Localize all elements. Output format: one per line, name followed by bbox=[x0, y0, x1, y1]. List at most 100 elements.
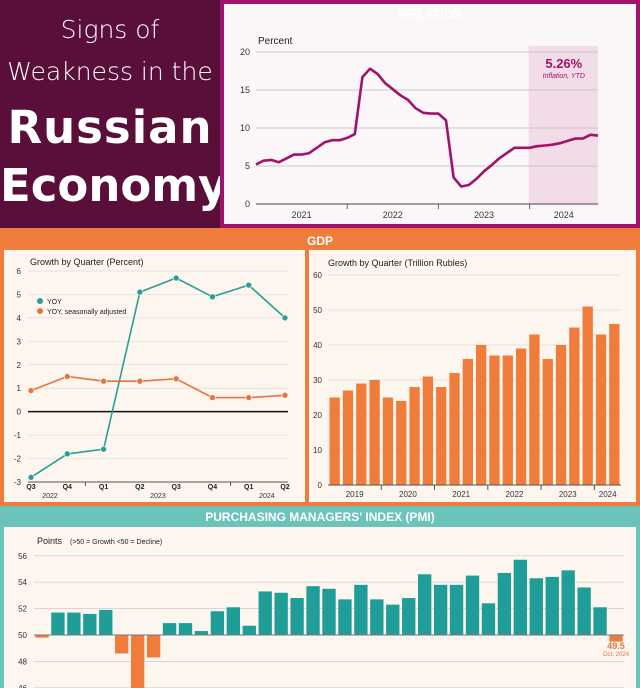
gdp-left-year-label: 2022 bbox=[42, 493, 58, 500]
gdp-right-ylabel: Growth by Quarter (Trillion Rubles) bbox=[328, 258, 467, 268]
gdp-rubles-chart: Growth by Quarter (Trillion Rubles) 0 10 20… bbox=[313, 258, 621, 499]
pmi-bar bbox=[115, 635, 129, 654]
gdp-right-xtick-label: 2023 bbox=[559, 490, 577, 499]
pmi-bar bbox=[609, 635, 623, 642]
gdp-right-bar bbox=[422, 376, 434, 485]
gdp-left-xtick-label: Q3 bbox=[26, 484, 35, 491]
pmi-bar bbox=[51, 612, 65, 635]
inflation-ytick-label: 0 bbox=[245, 199, 250, 209]
pmi-header: PURCHASING MANAGERS' INDEX (PMI) bbox=[205, 510, 435, 524]
title-line-4: Economy bbox=[0, 159, 228, 212]
gdp-right-ytick-label: 20 bbox=[313, 411, 322, 420]
pmi-bar bbox=[178, 623, 193, 635]
pmi-bar bbox=[481, 603, 496, 635]
gdp-right-bar bbox=[356, 383, 367, 485]
gdp-left-point bbox=[63, 450, 71, 458]
gdp-right-xtick-label: 2024 bbox=[599, 490, 617, 499]
gdp-left-point bbox=[136, 288, 144, 296]
gdp-left-point bbox=[209, 293, 216, 301]
gdp-right-xtick-label: 2021 bbox=[452, 490, 470, 499]
title-line-2: Weakness in the bbox=[7, 57, 213, 86]
gdp-left-legend-marker bbox=[37, 298, 43, 304]
inflation-ytick-label: 20 bbox=[240, 47, 250, 57]
gdp-right-ytick-label: 10 bbox=[313, 446, 322, 455]
pmi-bar bbox=[67, 612, 81, 635]
pmi-ylabel-note: (>50 = Growth <50 = Decline) bbox=[70, 539, 162, 546]
gdp-right-bar bbox=[409, 387, 420, 485]
gdp-left-xtick-label: Q4 bbox=[63, 484, 72, 491]
inflation-xtick-label: 2021 bbox=[292, 210, 312, 220]
pmi-bar bbox=[561, 570, 575, 635]
pmi-bar bbox=[306, 586, 320, 635]
gdp-yoy-chart: Growth by Quarter (Percent) -3 -2 -1 0 1 2 3 4 5 6… bbox=[14, 257, 290, 500]
gdp-left-legend-label: YOY bbox=[47, 299, 62, 306]
pmi-bar bbox=[593, 607, 607, 635]
gdp-right-bar bbox=[555, 345, 567, 485]
gdp-left-point bbox=[100, 377, 107, 385]
pmi-bar bbox=[194, 631, 209, 635]
gdp-left-year-label: 2024 bbox=[259, 493, 275, 500]
pmi-bar bbox=[433, 584, 448, 635]
gdp-right-ytick-label: 0 bbox=[318, 481, 323, 490]
gdp-left-ytick-label: -2 bbox=[14, 455, 22, 464]
gdp-right-xtick-label: 2022 bbox=[506, 490, 524, 499]
title-line-1: Signs of bbox=[60, 15, 160, 44]
gdp-left-xtick-label: Q1 bbox=[244, 484, 253, 491]
gdp-left-point bbox=[281, 314, 289, 322]
pmi-bar bbox=[354, 584, 368, 635]
inflation-header: INFLATION bbox=[398, 7, 462, 21]
gdp-left-point bbox=[245, 281, 253, 289]
pmi-last-value: 49.5 bbox=[607, 641, 625, 651]
gdp-left-ytick-label: 4 bbox=[17, 314, 22, 323]
gdp-right-bar bbox=[582, 306, 593, 485]
gdp-left-ytick-label: -3 bbox=[14, 478, 22, 487]
gdp-right-xtick-label: 2019 bbox=[346, 490, 364, 499]
gdp-left-ytick-label: 3 bbox=[17, 337, 22, 346]
inflation-xtick-label: 2023 bbox=[474, 210, 494, 220]
gdp-right-bar bbox=[529, 334, 540, 485]
pmi-bar bbox=[386, 604, 400, 635]
gdp-left-point bbox=[281, 391, 289, 399]
gdp-right-ytick-label: 30 bbox=[313, 376, 322, 385]
pmi-bar bbox=[577, 587, 591, 635]
gdp-right-bar bbox=[329, 397, 340, 485]
pmi-ytick-label: 54 bbox=[18, 578, 27, 587]
pmi-bar bbox=[35, 635, 49, 638]
pmi-ytick-label: 56 bbox=[18, 552, 27, 561]
gdp-left-point bbox=[209, 394, 216, 401]
pmi-chart: Points (>50 = Growth <50 = Decline) 46 48 50… bbox=[18, 536, 630, 688]
gdp-left-legend-marker bbox=[37, 308, 43, 314]
gdp-right-bar bbox=[396, 401, 407, 485]
pmi-bar bbox=[99, 609, 113, 635]
gdp-left-panel bbox=[4, 250, 305, 502]
gdp-left-point bbox=[245, 394, 253, 401]
gdp-left-ytick-label: 0 bbox=[17, 408, 22, 417]
gdp-left-series-line bbox=[30, 375, 286, 399]
inflation-callout-value: 5.26% bbox=[545, 56, 582, 71]
gdp-left-ylabel: Growth by Quarter (Percent) bbox=[30, 257, 144, 267]
title-panel: Signs of Weakness in the Russian Economy bbox=[0, 0, 228, 228]
pmi-bar bbox=[210, 611, 225, 635]
gdp-right-bar bbox=[476, 345, 487, 485]
pmi-bar bbox=[258, 591, 272, 635]
pmi-bar bbox=[402, 598, 416, 635]
gdp-right-bar bbox=[382, 397, 394, 485]
pmi-ytick-label: 46 bbox=[18, 684, 27, 688]
gdp-right-bar bbox=[436, 387, 447, 485]
gdp-header: GDP bbox=[306, 234, 333, 248]
gdp-left-xtick-label: Q4 bbox=[208, 484, 217, 491]
gdp-left-xtick-label: Q2 bbox=[135, 484, 144, 491]
pmi-bar bbox=[83, 613, 97, 635]
pmi-bar bbox=[529, 578, 543, 635]
gdp-left-xtick-label: Q2 bbox=[280, 484, 289, 491]
pmi-bar bbox=[322, 588, 336, 635]
pmi-bar bbox=[449, 584, 464, 635]
pmi-bar bbox=[226, 607, 240, 635]
gdp-right-bar bbox=[489, 355, 500, 485]
gdp-right-bar bbox=[342, 390, 354, 485]
gdp-left-point bbox=[27, 474, 35, 481]
pmi-ytick-label: 48 bbox=[18, 657, 27, 666]
inflation-ytick-label: 15 bbox=[240, 85, 250, 95]
pmi-bar bbox=[290, 598, 304, 635]
inflation-ytick-label: 5 bbox=[245, 161, 250, 171]
